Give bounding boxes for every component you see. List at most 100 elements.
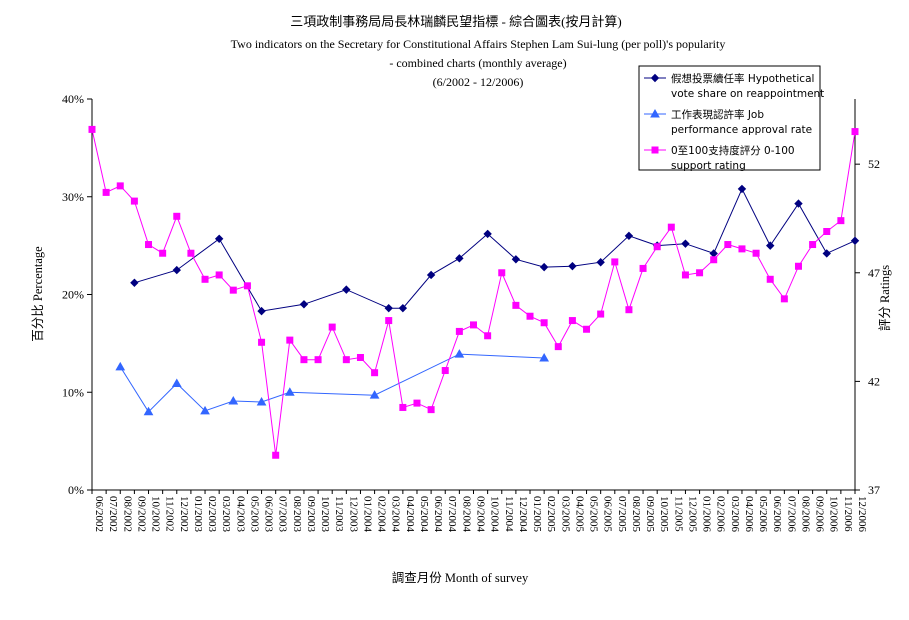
series-3-point [201, 275, 209, 283]
series-3-point [229, 286, 237, 294]
x-tick-label: 01/2005 [531, 496, 543, 533]
series-3-point [102, 188, 110, 196]
series-1-point [483, 229, 492, 239]
series-1-point [511, 255, 521, 264]
series-1-point [568, 261, 577, 271]
series-2-point [143, 406, 154, 416]
series-3-point [371, 369, 379, 377]
series-3-point [470, 321, 477, 329]
series-3-point [809, 241, 817, 249]
series-3-point [427, 406, 435, 414]
x-tick-label: 04/2003 [234, 496, 246, 533]
series-1-point [709, 249, 718, 258]
series-3-point [597, 310, 605, 318]
x-tick-label: 11/2006 [842, 496, 854, 532]
x-tick-label: 11/2004 [503, 496, 515, 532]
series-3-point [342, 356, 350, 364]
chart-subtitle-line-1: Two indicators on the Secretary for Cons… [231, 37, 726, 51]
series-3-point [724, 241, 732, 249]
x-tick-label: 04/2006 [743, 496, 755, 533]
series-3-point [314, 356, 322, 364]
series-1-point [681, 239, 690, 248]
series-3-point [583, 325, 591, 333]
series-3-point [710, 256, 718, 264]
left-tick-label: 0% [68, 483, 84, 497]
series-3-point [159, 249, 167, 257]
series-3-point [145, 241, 153, 249]
legend: 假想投票續任率 Hypothetical vote share on reappo… [638, 65, 824, 172]
series-1-point [172, 265, 181, 275]
series-3-point [88, 125, 96, 133]
series-3-point [258, 338, 266, 346]
series-3-point [526, 312, 534, 320]
x-tick-label: 01/2006 [701, 496, 713, 533]
right-tick-label: 42 [868, 374, 880, 388]
series-2-point [171, 378, 182, 387]
x-tick-label: 03/2004 [390, 496, 402, 533]
series-3-point [851, 128, 859, 136]
series-3-line [91, 129, 856, 456]
series-3-point [399, 403, 407, 411]
series-2-point [369, 390, 380, 399]
series-3-point [639, 264, 647, 272]
series-2-point [454, 349, 465, 358]
series-3-point [286, 336, 294, 344]
series-2-point [200, 405, 210, 415]
x-tick-label: 12/2005 [686, 496, 698, 533]
x-tick-label: 10/2006 [828, 496, 840, 533]
series-2-point [115, 361, 126, 371]
right-tick-label: 52 [868, 157, 880, 171]
series-1-point [426, 270, 436, 280]
series-1-point [596, 258, 605, 267]
series-3-point [568, 317, 576, 325]
series-1-point [624, 231, 634, 241]
x-tick-label: 03/2003 [220, 496, 232, 533]
series-3-point [187, 249, 195, 257]
chart-title: 三項政制事務局局長林瑞麟民望指標 - 綜合圖表(按月計算) [290, 14, 622, 29]
legend-marker-1 [650, 73, 660, 83]
x-tick-label: 06/2006 [771, 496, 783, 533]
legend-box [638, 65, 821, 171]
series-3-point [300, 356, 308, 364]
series-3-point [738, 245, 746, 253]
series-2-line [119, 353, 545, 413]
left-tick-label: 30% [62, 190, 84, 204]
series-1-point [214, 234, 224, 243]
series-1-point [299, 300, 309, 309]
x-tick-label: 08/2006 [799, 496, 811, 533]
series-1-point [539, 262, 549, 272]
left-tick-label: 20% [62, 288, 84, 302]
x-axis-label: 調查月份 Month of survey [392, 571, 529, 585]
x-tick-label: 02/2003 [206, 496, 218, 533]
series-2-point [539, 353, 550, 362]
series-1-point [342, 285, 351, 294]
x-tick-label: 05/2004 [418, 496, 430, 533]
chart-subtitle-line-2: - combined charts (monthly average) [389, 56, 566, 70]
legend-marker-2 [650, 108, 660, 118]
x-tick-label: 03/2006 [729, 496, 741, 533]
x-tick-label: 12/2003 [347, 496, 359, 533]
x-tick-label: 07/2004 [446, 496, 458, 533]
x-tick-label: 07/2002 [107, 496, 119, 532]
x-tick-label: 02/2004 [376, 496, 388, 533]
series-layer [88, 125, 860, 459]
x-tick-label: 02/2006 [715, 496, 727, 533]
chart-subtitle-line-3: (6/2002 - 12/2006) [433, 75, 524, 89]
x-tick-label: 10/2002 [150, 496, 162, 532]
right-tick-label: 47 [868, 266, 880, 280]
series-1-point [455, 254, 464, 263]
x-tick-label: 07/2005 [616, 496, 628, 533]
series-3-point [455, 327, 463, 335]
series-3-point [215, 271, 223, 279]
x-tick-label: 09/2002 [135, 496, 147, 532]
legend-marker-3 [651, 146, 659, 154]
series-2-point [284, 387, 295, 396]
series-1-point [850, 236, 860, 245]
series-3-point [173, 212, 181, 220]
series-2-point [256, 397, 267, 406]
series-3-point [780, 295, 788, 303]
series-3-point [823, 228, 831, 236]
series-3-point [653, 243, 661, 251]
x-tick-label: 12/2002 [178, 496, 190, 532]
